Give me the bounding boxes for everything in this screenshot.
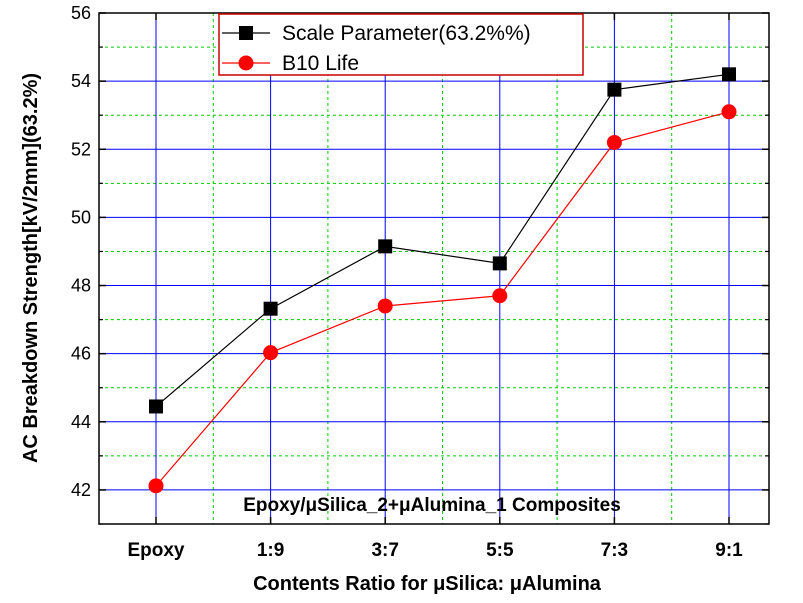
y-tick-label: 56	[71, 3, 91, 23]
data-point-circle	[721, 104, 737, 120]
x-tick-label: 9:1	[715, 540, 743, 561]
x-tick-label: 7:3	[601, 540, 628, 561]
y-tick-label: 52	[71, 139, 91, 159]
axes: 42 44 46 48 50 52 54 56 Epoxy 1:9 3:7 5:5 7:3 9:1	[71, 3, 769, 561]
y-tick-label: 42	[71, 480, 91, 500]
series-line-1	[155, 73, 730, 407]
legend-box	[218, 13, 584, 76]
data-point-square	[378, 239, 393, 254]
data-point-square	[149, 399, 163, 414]
grid	[99, 12, 769, 525]
legend-marker-square	[239, 26, 253, 40]
data-point-circle	[606, 134, 622, 150]
series-layer	[148, 67, 737, 494]
x-tick-label: 5:5	[486, 540, 514, 561]
y-tick-label: 46	[71, 344, 91, 364]
y-tick-label: 44	[71, 412, 91, 432]
data-point-circle	[492, 288, 508, 304]
legend-label: B10 Life	[282, 52, 359, 75]
data-point-square	[263, 301, 278, 316]
y-tick-label: 50	[71, 207, 91, 227]
chart-annotation: Epoxy/μSilica_2+μAlumina_1 Composites	[243, 495, 621, 516]
data-point-circle	[263, 345, 279, 361]
x-tick-label: 3:7	[371, 540, 398, 561]
data-point-square	[607, 82, 622, 97]
series-line-2	[155, 111, 730, 487]
legend-items: Scale Parameter(63.2%%) B10 Life	[222, 22, 531, 75]
legend-marker-circle	[238, 55, 254, 71]
y-tick-label: 54	[71, 71, 91, 91]
data-point-circle	[377, 298, 393, 314]
x-axis-title: Contents Ratio for μSilica: μAlumina	[253, 573, 602, 595]
plot-frame	[98, 12, 770, 525]
legend-label: Scale Parameter(63.2%%)	[282, 22, 531, 45]
y-axis-title: AC Breakdown Strength[kV/2mm](63.2%)	[20, 73, 42, 463]
legend: Scale Parameter(63.2%%) B10 Life	[218, 13, 584, 76]
x-tick-label: Epoxy	[127, 540, 184, 561]
data-point-square	[722, 67, 736, 82]
x-tick-label: 1:9	[257, 540, 284, 561]
y-tick-label: 48	[71, 276, 91, 296]
data-point-circle	[148, 478, 164, 494]
data-point-square	[492, 256, 507, 271]
